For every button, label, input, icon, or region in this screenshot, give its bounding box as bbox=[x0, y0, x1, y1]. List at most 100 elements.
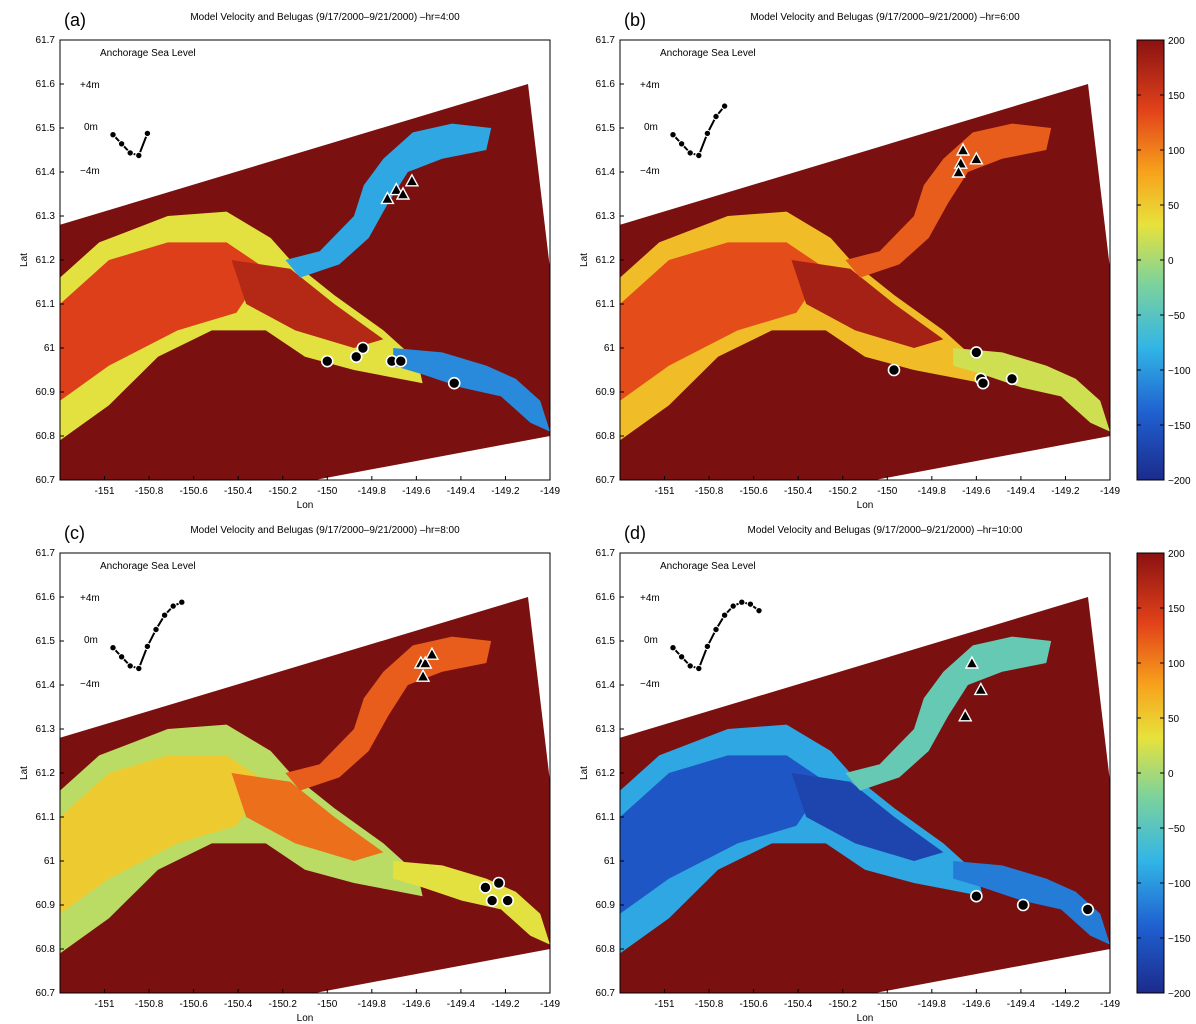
x-tick-label: -149.4 bbox=[447, 486, 476, 497]
y-tick-label: 61.7 bbox=[596, 35, 616, 46]
turnagain-arm bbox=[393, 348, 550, 432]
y-tick-label: 61.1 bbox=[596, 299, 616, 310]
y-tick-label: 61.5 bbox=[36, 636, 56, 647]
x-axis: -151 -150.8 -150.6 -150.4 -150.2 -150 -149.8 -1… bbox=[95, 476, 560, 497]
sea-level-label-zero: 0m bbox=[644, 122, 658, 133]
colorbar-tick-label: 150 bbox=[1168, 91, 1185, 102]
x-tick-label: -150 bbox=[317, 999, 337, 1010]
x-tick-label: -151 bbox=[95, 999, 115, 1010]
x-tick-label: -151 bbox=[655, 999, 675, 1010]
beluga-triangle-marker bbox=[415, 668, 431, 682]
beluga-circle-marker bbox=[1081, 903, 1095, 916]
y-tick-label: 61.4 bbox=[596, 167, 616, 178]
colorbar-tick-label: −200 bbox=[1168, 476, 1191, 487]
y-axis-label: Lat bbox=[579, 253, 590, 267]
sea-level-point bbox=[117, 140, 126, 148]
beluga-circle-marker bbox=[887, 363, 901, 377]
x-tick-label: -149.6 bbox=[402, 999, 431, 1010]
y-tick-label: 61.6 bbox=[36, 592, 56, 603]
sea-level-label-high: +4m bbox=[640, 593, 660, 604]
colorbar-tick-label: 100 bbox=[1168, 146, 1185, 157]
panel-d: -151 -150.8 -150.6 -150.4 -150.2 -150 -149.8 -1… bbox=[579, 523, 1120, 1024]
beluga-circle-marker bbox=[492, 876, 506, 890]
x-tick-label: -149.2 bbox=[491, 999, 520, 1010]
beluga-triangle-marker bbox=[404, 173, 420, 187]
panel-title: Model Velocity and Belugas (9/17/2000–9/… bbox=[750, 12, 1020, 23]
x-tick-label: -150 bbox=[877, 999, 897, 1010]
x-tick-label: -149.8 bbox=[358, 999, 387, 1010]
x-tick-label: -149.4 bbox=[1007, 486, 1036, 497]
sea-level-point bbox=[669, 131, 677, 139]
beluga-circle-marker bbox=[1016, 898, 1030, 912]
panel-a: -151 -150.8 -150.6 -150.4 -150.2 -150 -149.8 -1… bbox=[19, 10, 560, 511]
y-axis: 61.7 61.6 61.5 61.4 61.3 61.2 61.1 61 60.9 60.8 60… bbox=[596, 548, 624, 999]
y-tick-label: 61.7 bbox=[36, 35, 56, 46]
beluga-triangle-marker bbox=[964, 655, 980, 669]
sea-level-point bbox=[126, 149, 134, 157]
sea-level-point bbox=[738, 598, 746, 606]
beluga-triangle-marker bbox=[969, 151, 984, 165]
y-tick-label: 61.2 bbox=[36, 768, 56, 779]
beluga-triangle-marker bbox=[418, 655, 433, 669]
y-tick-label: 60.9 bbox=[596, 387, 616, 398]
sea-level-curve bbox=[672, 601, 760, 670]
y-tick-label: 61.2 bbox=[36, 255, 56, 266]
y-axis-label: Lat bbox=[579, 766, 590, 780]
sea-level-label-low: −4m bbox=[80, 166, 100, 177]
beluga-triangle-marker bbox=[389, 182, 404, 196]
sea-level-point bbox=[746, 600, 755, 608]
y-tick-label: 61.3 bbox=[596, 211, 616, 222]
y-tick-label: 60.9 bbox=[36, 900, 56, 911]
plot-area bbox=[60, 84, 550, 480]
beluga-sightings bbox=[958, 655, 1095, 916]
x-tick-label: -149.6 bbox=[402, 486, 431, 497]
beluga-circle-marker bbox=[970, 889, 983, 903]
beluga-circle-marker bbox=[976, 376, 990, 390]
y-tick-label: 60.8 bbox=[596, 431, 616, 442]
y-tick-label: 61.4 bbox=[36, 167, 56, 178]
panel-b: -151 -150.8 -150.6 -150.4 -150.2 -150 -149.8 -1… bbox=[579, 10, 1120, 511]
y-tick-label: 61.6 bbox=[36, 79, 56, 90]
sea-level-point bbox=[720, 102, 729, 110]
inlet-center bbox=[791, 260, 944, 348]
y-tick-label: 61.3 bbox=[36, 211, 56, 222]
beluga-triangle-marker bbox=[380, 190, 395, 205]
plot-area bbox=[620, 84, 1110, 480]
sea-level-point bbox=[135, 664, 143, 673]
inlet-center bbox=[231, 773, 384, 861]
sea-level-point bbox=[695, 664, 703, 673]
x-tick-label: -149.2 bbox=[1051, 486, 1080, 497]
y-tick-label: 61.4 bbox=[36, 680, 56, 691]
sea-level-label-high: +4m bbox=[80, 593, 100, 604]
y-tick-label: 61.7 bbox=[36, 548, 56, 559]
sea-level-point bbox=[695, 151, 703, 160]
inlet-center bbox=[791, 773, 944, 861]
colorbar-scale bbox=[1136, 552, 1165, 994]
sea-level-inset: Anchorage Sea Level +4m 0m −4m bbox=[640, 561, 763, 690]
y-tick-label: 61 bbox=[604, 856, 616, 867]
beluga-circle-marker bbox=[970, 346, 983, 359]
colorbar-tick-label: 150 bbox=[1168, 604, 1185, 615]
beluga-circle-marker bbox=[1005, 372, 1019, 386]
x-tick-label: -150.4 bbox=[784, 999, 813, 1010]
y-tick-label: 61.5 bbox=[596, 123, 616, 134]
x-tick-label: -149.2 bbox=[1051, 999, 1080, 1010]
x-tick-label: -150.8 bbox=[135, 486, 164, 497]
turnagain-arm bbox=[953, 861, 1110, 945]
x-axis-label: Lon bbox=[857, 1013, 874, 1024]
x-tick-label: -151 bbox=[95, 486, 115, 497]
colorbar-tick-label: −50 bbox=[1168, 311, 1185, 322]
x-tick-label: -150.4 bbox=[784, 486, 813, 497]
sea-level-point bbox=[109, 644, 117, 652]
sea-level-point bbox=[755, 606, 763, 615]
beluga-circle-marker bbox=[394, 354, 408, 368]
knik-arm bbox=[285, 636, 492, 791]
sea-level-point bbox=[720, 611, 729, 619]
colorbar-scale bbox=[1136, 39, 1165, 481]
beluga-sightings bbox=[887, 142, 1019, 390]
y-tick-label: 61.3 bbox=[36, 724, 56, 735]
sea-level-point bbox=[712, 112, 720, 121]
sea-level-point bbox=[126, 662, 134, 670]
y-tick-label: 61.5 bbox=[36, 123, 56, 134]
colorbar-tick-label: −200 bbox=[1168, 989, 1191, 1000]
